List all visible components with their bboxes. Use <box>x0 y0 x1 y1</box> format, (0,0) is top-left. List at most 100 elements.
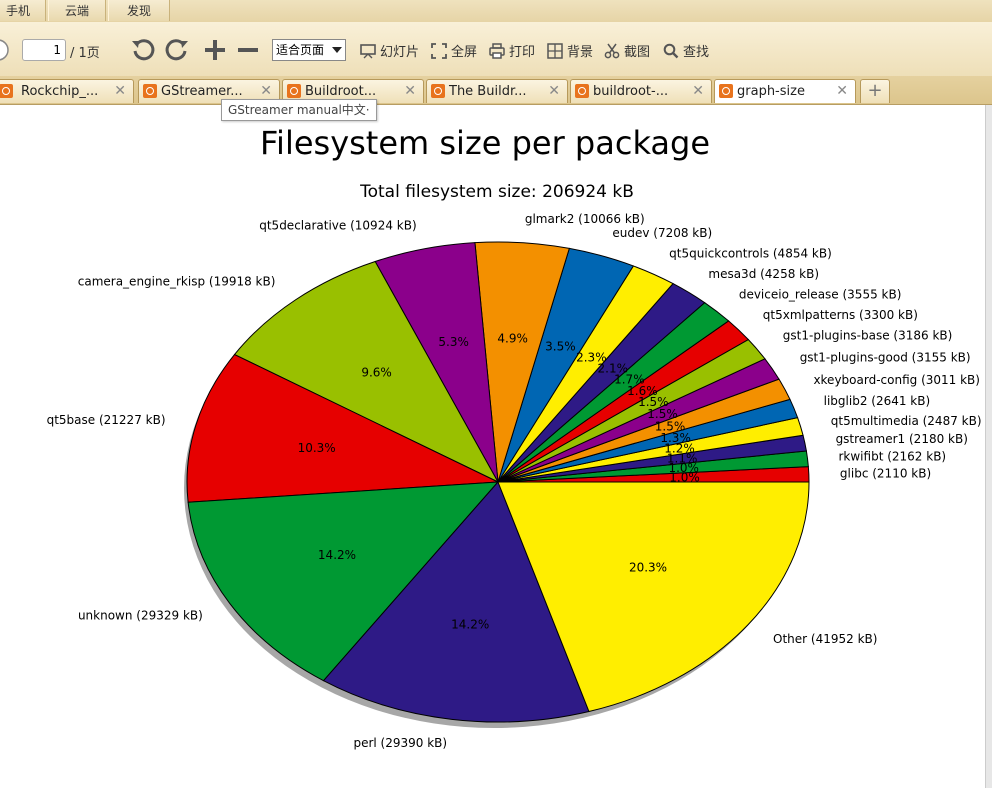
close-icon[interactable]: ✕ <box>836 83 848 99</box>
zoom-in-icon[interactable] <box>204 39 226 61</box>
find-label: 查找 <box>683 45 710 60</box>
pie-percent-label: 3.5% <box>545 339 576 353</box>
doc-tab-label: Rockchip_... <box>21 84 99 99</box>
toolbar: 1 / 1页 适合页面 幻灯片 全屏 打印 背景 截图 查找 <box>0 22 992 77</box>
fullscreen-button[interactable]: 全屏 <box>431 41 477 60</box>
pie-percent-label: 5.3% <box>438 335 469 349</box>
doc-tab-label: buildroot-... <box>593 84 669 99</box>
screenshot-label: 截图 <box>624 45 651 60</box>
slideshow-button[interactable]: 幻灯片 <box>360 41 419 60</box>
printer-icon <box>489 42 505 59</box>
pie-percent-label: 1.5% <box>655 419 686 433</box>
pie-slice-label: qt5multimedia (2487 kB) <box>831 414 982 428</box>
doc-tab-graph-size[interactable]: graph-size ✕ <box>714 79 856 103</box>
page-number-input[interactable]: 1 <box>22 39 66 61</box>
pie-percent-label: 20.3% <box>629 561 667 575</box>
slideshow-label: 幻灯片 <box>380 45 420 60</box>
doc-tab-label: GStreamer... <box>161 84 243 99</box>
close-icon[interactable]: ✕ <box>692 83 704 99</box>
fullscreen-icon <box>431 42 447 59</box>
document-view: Filesystem size per package Total filesy… <box>0 105 986 788</box>
pdf-file-icon <box>0 84 13 98</box>
pdf-file-icon <box>287 84 301 98</box>
print-label: 打印 <box>509 45 536 60</box>
pie-slice-label: qt5quickcontrols (4854 kB) <box>669 246 832 260</box>
tab-tooltip: GStreamer manual中文· <box>221 99 377 121</box>
zoom-out-icon[interactable] <box>237 39 259 61</box>
slideshow-icon <box>360 43 376 58</box>
shell-tab-cloud[interactable]: 云端 <box>48 0 106 21</box>
pie-slice-label: eudev (7208 kB) <box>612 226 712 240</box>
pdf-file-icon <box>143 84 157 98</box>
print-button[interactable]: 打印 <box>489 41 535 60</box>
pie-percent-label: 2.3% <box>576 350 607 364</box>
pie-slice-label: gst1-plugins-good (3155 kB) <box>800 351 971 365</box>
close-icon[interactable]: ✕ <box>114 83 126 99</box>
pie-slice-label: gst1-plugins-base (3186 kB) <box>783 329 953 343</box>
pie-percent-label: 10.3% <box>298 441 336 455</box>
pie-slice-label: glmark2 (10066 kB) <box>525 212 645 226</box>
chevron-down-icon <box>332 47 342 53</box>
pie-percent-label: 14.2% <box>451 617 489 631</box>
doc-tab-the-buildroot[interactable]: The Buildr... ✕ <box>426 79 568 103</box>
pie-slice-label: mesa3d (4258 kB) <box>708 267 819 281</box>
pie-percent-label: 1.5% <box>647 407 678 421</box>
pie-percent-label: 9.6% <box>361 366 392 380</box>
pie-slice-label: unknown (29329 kB) <box>78 608 203 622</box>
scissors-icon <box>604 43 620 58</box>
document-tab-bar: Rockchip_... ✕ GStreamer... ✕ Buildroot.… <box>0 76 992 105</box>
pdf-file-icon <box>431 84 445 98</box>
pie-percent-label: 1.5% <box>638 395 669 409</box>
page-total-label: / 1页 <box>70 46 100 61</box>
pie-slices <box>186 241 810 723</box>
fit-mode-select[interactable]: 适合页面 <box>272 39 346 61</box>
pie-slice-label: Other (41952 kB) <box>773 632 877 646</box>
doc-tab-buildroot-2[interactable]: buildroot-... ✕ <box>570 79 712 103</box>
pie-slice-label: gstreamer1 (2180 kB) <box>836 432 968 446</box>
pie-slice-label: camera_engine_rkisp (19918 kB) <box>78 275 276 289</box>
fit-mode-value: 适合页面 <box>276 43 325 57</box>
new-tab-button[interactable]: + <box>860 79 890 103</box>
pie-slice-label: deviceio_release (3555 kB) <box>739 288 902 302</box>
find-button[interactable]: 查找 <box>663 41 709 60</box>
background-grid-icon <box>547 42 563 59</box>
pie-percent-label: 2.1% <box>598 361 629 375</box>
background-label: 背景 <box>567 45 594 60</box>
fullscreen-label: 全屏 <box>451 45 478 60</box>
search-icon <box>663 43 679 58</box>
pie-slice <box>186 353 500 503</box>
pie-percent-label: 1.6% <box>627 384 658 398</box>
background-button[interactable]: 背景 <box>547 41 593 60</box>
close-icon[interactable]: ✕ <box>260 83 272 99</box>
pie-percent-label: 1.0% <box>669 470 700 484</box>
rotate-right-icon[interactable] <box>164 36 190 62</box>
shell-tab-phone[interactable]: 手机 <box>0 0 46 21</box>
pie-percent-label: 1.7% <box>614 373 645 387</box>
pie-slice-label: libglib2 (2641 kB) <box>824 394 931 408</box>
vertical-scrollbar[interactable] <box>985 105 992 788</box>
pie-slice-label: qt5declarative (10924 kB) <box>259 219 416 233</box>
pie-slice-label: qt5base (21227 kB) <box>47 413 166 427</box>
pie-slice <box>322 481 590 723</box>
rotate-left-icon[interactable] <box>130 36 156 62</box>
pie-slice <box>233 260 500 484</box>
pdf-file-icon <box>575 84 589 98</box>
shell-tab-discover[interactable]: 发现 <box>108 0 170 21</box>
doc-tab-label: Buildroot... <box>305 84 377 99</box>
screenshot-button[interactable]: 截图 <box>604 41 650 60</box>
chart-subtitle: Total filesystem size: 206924 kB <box>359 182 634 202</box>
pie-chart: Filesystem size per package Total filesy… <box>47 124 982 750</box>
pie-percent-label: 1.3% <box>660 431 691 445</box>
pie-slice-label: glibc (2110 kB) <box>840 467 931 481</box>
doc-tab-label: graph-size <box>737 84 805 99</box>
pie-slice-label: xkeyboard-config (3011 kB) <box>813 373 980 387</box>
pie-slice-label: rkwifibt (2162 kB) <box>838 449 946 463</box>
close-icon[interactable]: ✕ <box>548 83 560 99</box>
close-icon[interactable]: ✕ <box>404 83 416 99</box>
chart-title: Filesystem size per package <box>260 124 710 162</box>
pie-percent-label: 1.0% <box>668 461 699 475</box>
doc-tab-buildroot[interactable]: Buildroot... ✕ <box>282 79 424 103</box>
doc-tab-rockchip[interactable]: Rockchip_... ✕ <box>0 79 134 103</box>
pie-percent-label: 4.9% <box>497 331 528 345</box>
circle-nav-icon[interactable] <box>0 38 10 62</box>
